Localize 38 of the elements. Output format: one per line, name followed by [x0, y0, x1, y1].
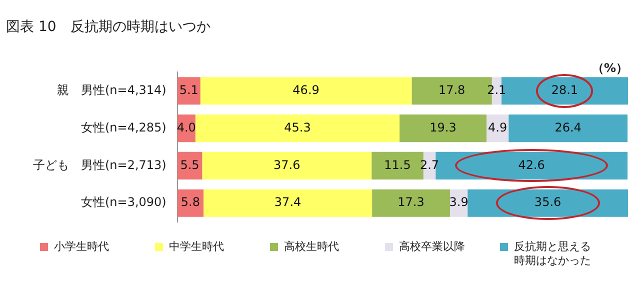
- chart-title: 図表 10 反抗期の時期はいつか: [6, 18, 210, 36]
- bar: [372, 189, 450, 217]
- data-label: 17.8: [438, 83, 466, 98]
- y-tick-label: 女性(n=3,090): [80, 195, 166, 210]
- data-label: 28.1: [551, 83, 578, 98]
- data-label: 11.5: [384, 158, 411, 172]
- bar: [468, 189, 628, 217]
- legend-label: 反抗期と思える時期はなかった: [514, 240, 592, 268]
- data-label: 5.1: [179, 83, 198, 98]
- data-label: 46.9: [292, 83, 320, 98]
- bar: [400, 114, 487, 142]
- annotation: （%）: [592, 60, 628, 77]
- bar: [508, 114, 628, 142]
- data-label: 42.6: [518, 158, 545, 172]
- data-label: 37.4: [274, 195, 302, 210]
- data-label: 17.3: [398, 195, 424, 210]
- y-tick-label: 子ども 男性(n=2,713): [32, 158, 166, 172]
- data-label: 5.8: [180, 195, 200, 210]
- y-tick-label: 女性(n=4,285): [80, 120, 166, 134]
- bar: [204, 189, 372, 217]
- bar: [200, 77, 412, 105]
- y-tick-label: 親 男性(n=4,314): [56, 83, 166, 98]
- legend-label: 高校生時代: [284, 240, 339, 254]
- data-label: 4.9: [488, 120, 508, 134]
- data-label: 35.6: [534, 195, 562, 210]
- bar: [202, 152, 372, 180]
- data-label: 5.5: [180, 158, 200, 172]
- legend-label: 高校卒業以降: [399, 240, 465, 254]
- bar: [177, 77, 200, 105]
- data-label: 45.3: [284, 120, 311, 134]
- data-label: 26.4: [554, 120, 582, 134]
- data-label: 4.0: [176, 120, 196, 134]
- data-label: 3.9: [449, 195, 468, 210]
- legend-label: 中学生時代: [169, 240, 224, 254]
- data-label: 19.3: [430, 120, 456, 134]
- data-label: 37.6: [274, 158, 300, 172]
- bar: [195, 114, 400, 142]
- legend-label: 小学生時代: [54, 240, 109, 254]
